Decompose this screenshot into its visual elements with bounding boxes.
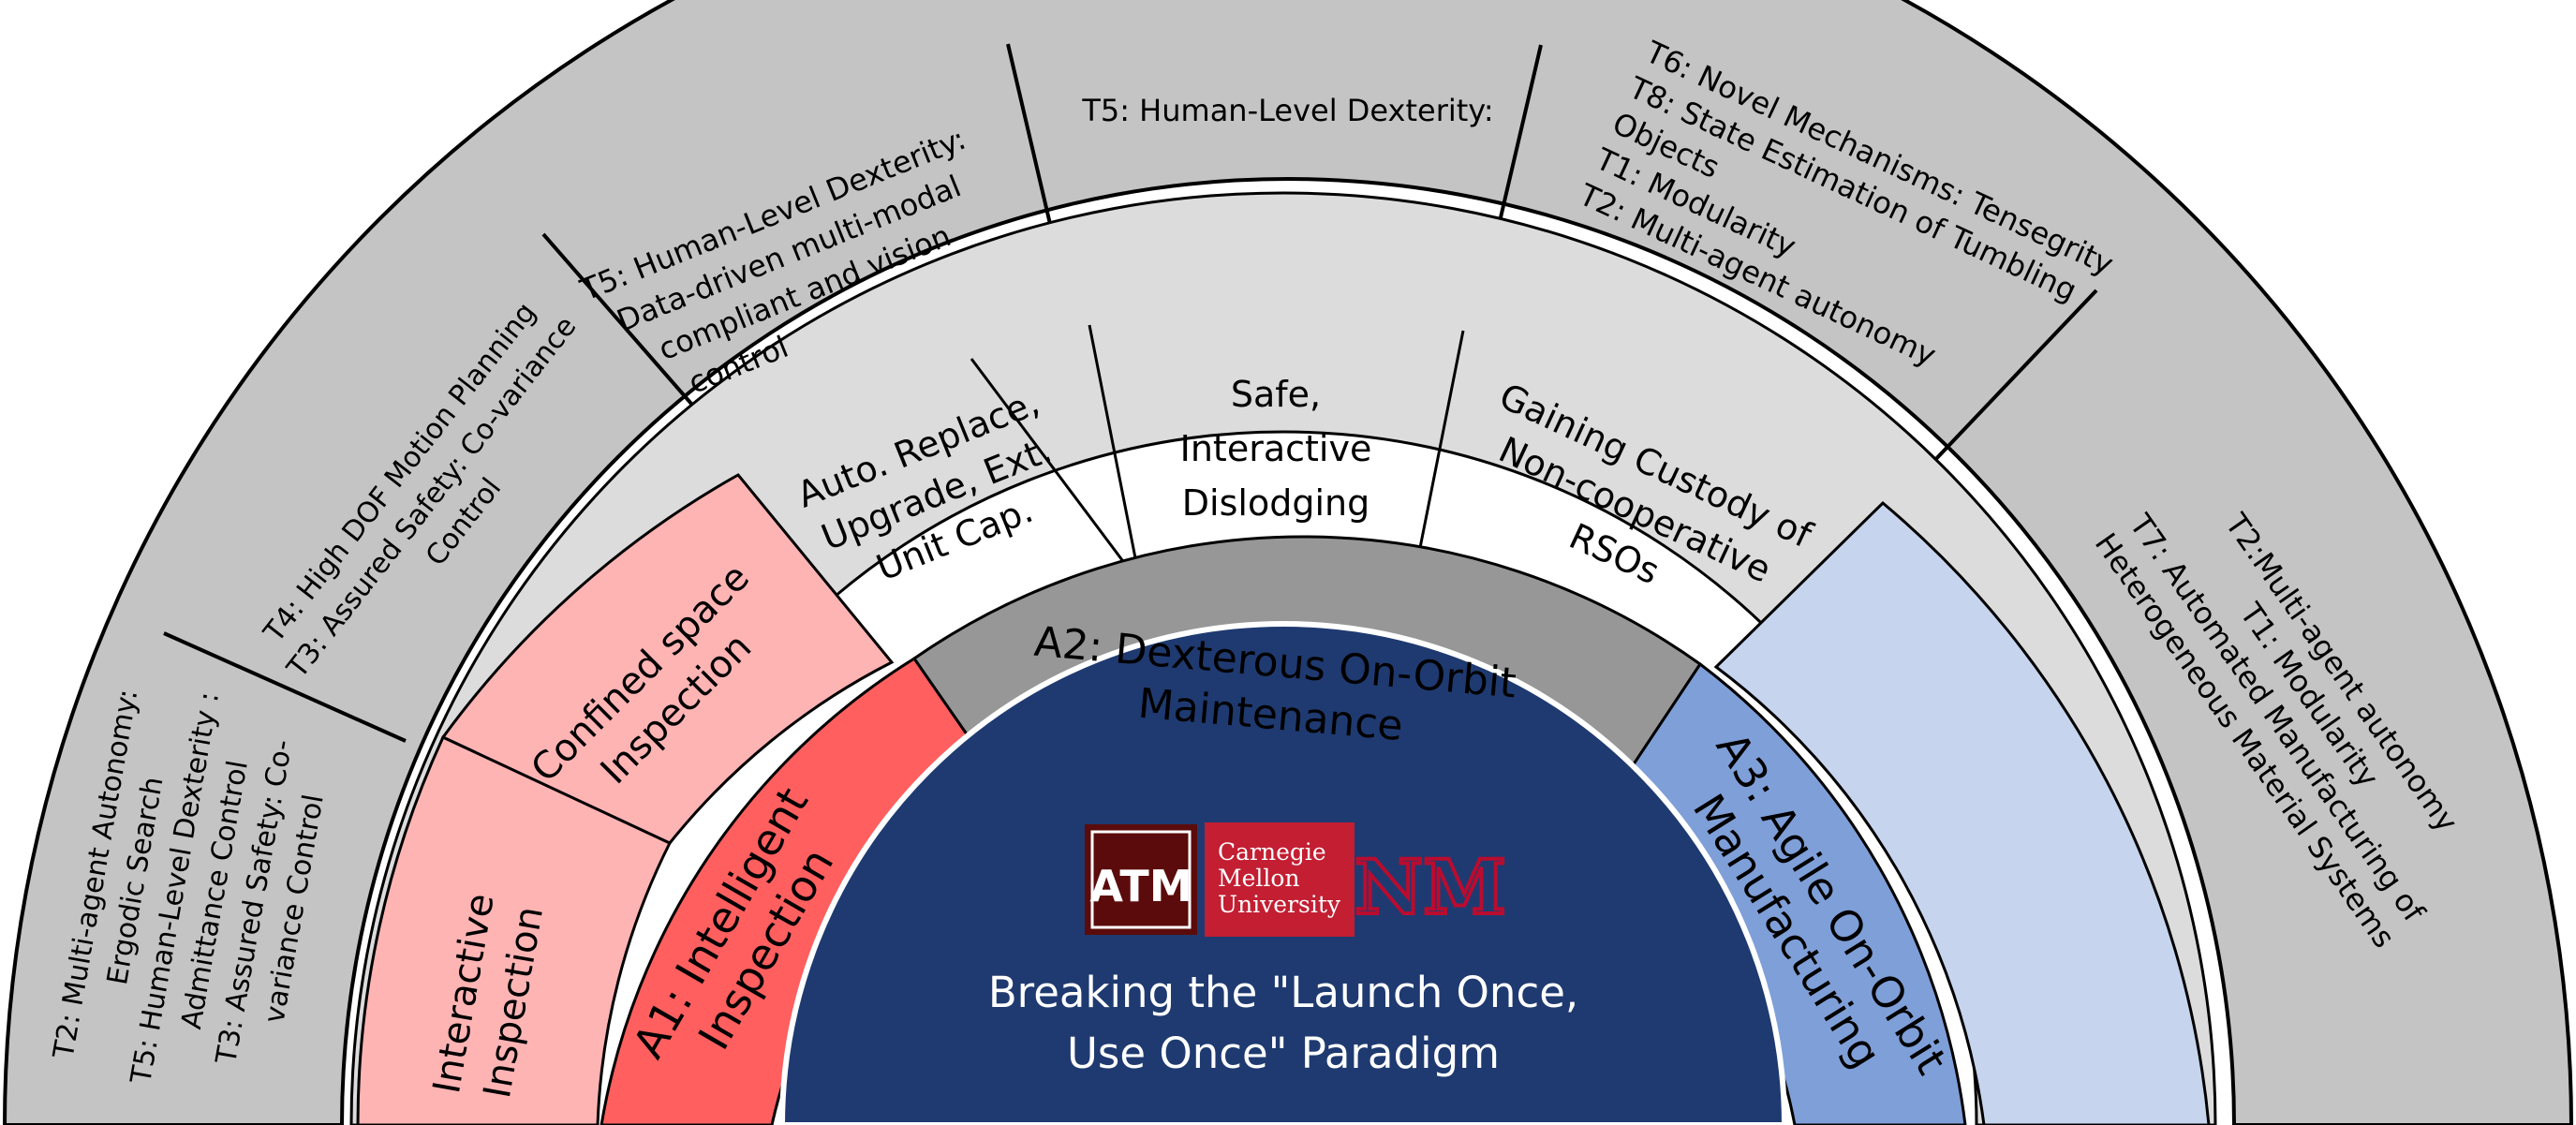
cmu-logo-line1: Carnegie xyxy=(1218,838,1326,866)
segment-confined-space xyxy=(440,473,895,845)
tamu-logo-text: ATM xyxy=(1089,861,1192,911)
cmu-logo-line2: Mellon xyxy=(1218,865,1300,892)
tamu-logo: ATM xyxy=(1085,824,1197,935)
center-title-line2: Use Once" Paradigm xyxy=(1067,1029,1500,1078)
unm-logo: NM xyxy=(1353,841,1508,933)
middle-ring-band xyxy=(349,191,2217,1125)
capability-safe-dislodging-line3: Dislodging xyxy=(1182,482,1369,524)
segment-a3-capability xyxy=(1713,500,2211,1125)
center-title-line1: Breaking the "Launch Once, xyxy=(988,968,1578,1017)
capability-safe-dislodging: Safe, Interactive Dislodging xyxy=(1180,374,1372,524)
thrust-d-line1: T5: Human-Level Dexterity: xyxy=(1081,93,1493,128)
cmu-logo: Carnegie Mellon University xyxy=(1205,822,1355,937)
capability-safe-dislodging-line2: Interactive xyxy=(1180,428,1372,469)
capability-safe-dislodging-line1: Safe, xyxy=(1231,374,1321,415)
university-logos: ATM Carnegie Mellon University NM xyxy=(1085,822,1508,937)
middle-ring-dividers xyxy=(970,324,1465,580)
middle-ring xyxy=(349,191,2217,1125)
unm-logo-text: NM xyxy=(1355,843,1506,931)
cmu-logo-line3: University xyxy=(1218,891,1341,918)
thrust-block-d: T5: Human-Level Dexterity: xyxy=(1081,93,1493,128)
